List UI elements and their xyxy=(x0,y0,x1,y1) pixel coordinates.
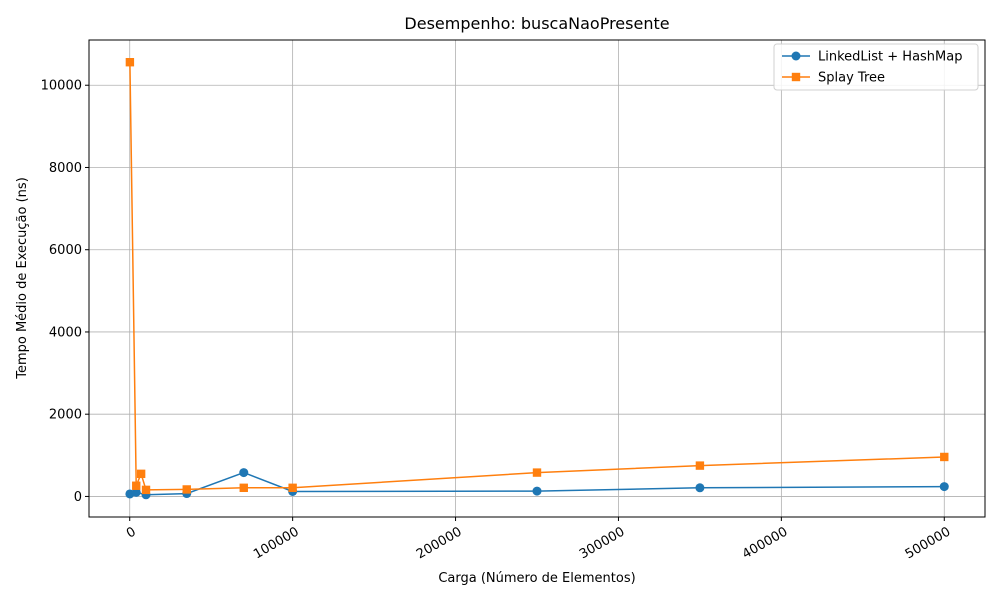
legend: LinkedList + HashMap Splay Tree xyxy=(773,43,979,91)
data-point xyxy=(939,482,949,492)
series-line xyxy=(129,62,945,491)
legend-label: Splay Tree xyxy=(818,71,885,86)
x-tick-label: 400000 xyxy=(740,524,790,562)
data-point xyxy=(532,486,542,496)
legend-label: LinkedList + HashMap xyxy=(818,50,962,65)
y-tick-label: 10000 xyxy=(41,79,82,94)
plot-frame xyxy=(88,39,986,518)
legend-marker xyxy=(791,72,801,82)
data-point xyxy=(182,485,191,494)
series-1 xyxy=(125,58,949,495)
data-point xyxy=(239,468,249,478)
data-point xyxy=(695,461,705,470)
x-tick-label: 300000 xyxy=(577,524,627,562)
x-axis-label: Carga (Número de Elementos) xyxy=(438,571,635,586)
legend-entry: Splay Tree xyxy=(782,71,885,86)
data-point xyxy=(132,481,141,490)
x-tick-label: 0 xyxy=(124,524,139,541)
data-point xyxy=(695,483,705,493)
plot-area xyxy=(125,58,949,500)
data-point xyxy=(125,58,135,67)
y-axis-label: Tempo Médio de Execução (ns) xyxy=(15,177,30,380)
grid xyxy=(89,40,985,517)
data-point xyxy=(532,468,542,477)
data-point xyxy=(131,487,141,497)
x-tick-label: 500000 xyxy=(903,524,953,562)
legend-entry: LinkedList + HashMap xyxy=(782,50,962,65)
x-tick-label: 200000 xyxy=(414,524,464,562)
y-tick-label: 2000 xyxy=(49,408,82,423)
y-tick-label: 6000 xyxy=(49,243,82,258)
data-point xyxy=(141,485,151,495)
legend-box xyxy=(773,43,979,91)
chart-title: Desempenho: buscaNaoPresente xyxy=(404,14,669,33)
data-point xyxy=(239,483,248,493)
x-tick-label: 100000 xyxy=(251,524,301,562)
y-tick-label: 0 xyxy=(74,490,82,505)
data-point xyxy=(136,469,146,479)
data-point xyxy=(940,452,949,462)
data-point xyxy=(288,483,297,493)
y-tick-label: 8000 xyxy=(49,161,82,176)
legend-marker xyxy=(791,51,801,61)
y-tick-label: 4000 xyxy=(49,325,82,340)
